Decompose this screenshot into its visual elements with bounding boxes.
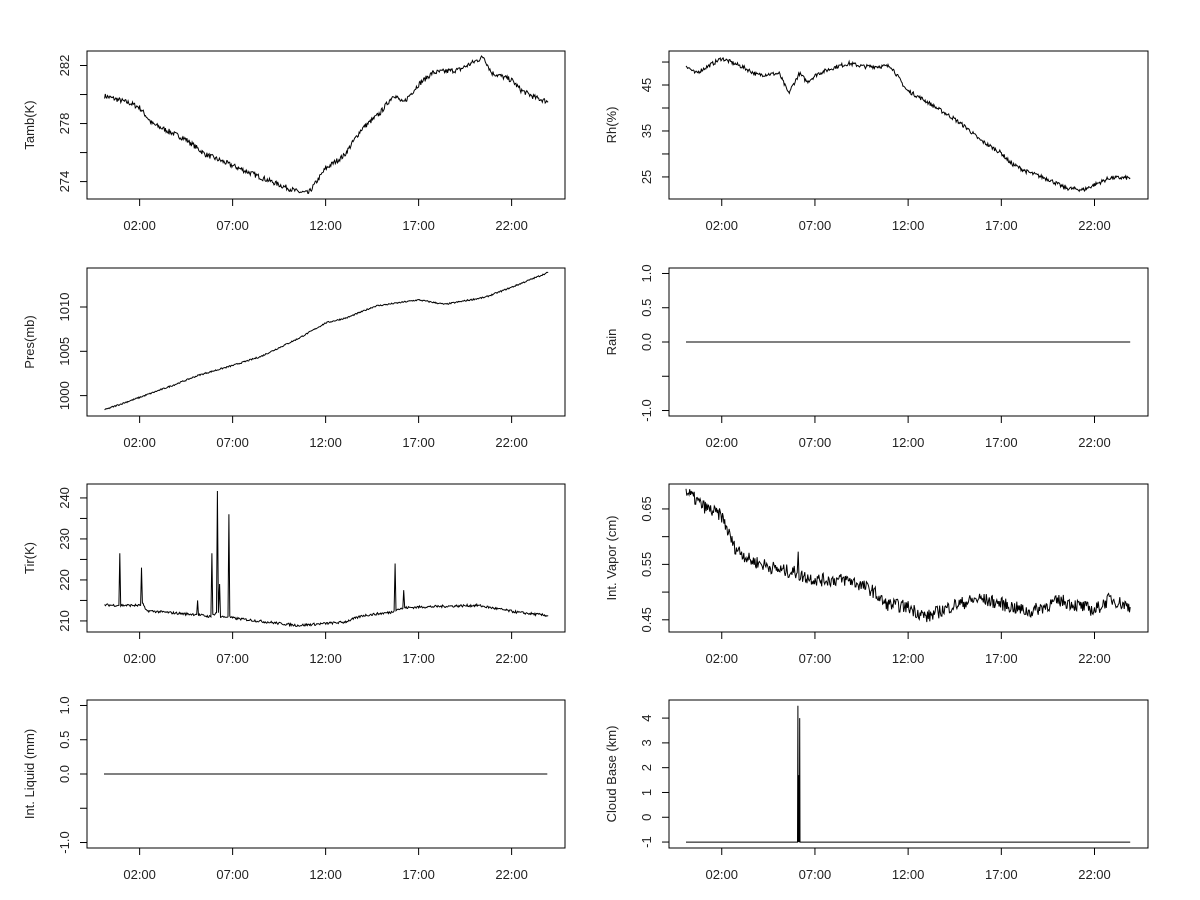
panel-rh: 02:00 07:00 12:00 17:00 22:00 25 35 45 Rh(%) — [604, 50, 1149, 233]
y-axis-label: Int. Liquid (mm) — [22, 729, 37, 819]
y-axis-label: Pres(mb) — [22, 315, 37, 368]
y-axis-label: Cloud Base (km) — [604, 726, 619, 823]
y-tick-label: 1 — [639, 789, 654, 796]
x-tick-label: 02:00 — [123, 651, 156, 666]
y-tick-label: 4 — [639, 714, 654, 721]
x-tick-label: 07:00 — [216, 435, 249, 450]
x-tick-label: 02:00 — [705, 867, 738, 882]
panel-rain: 02:00 07:00 12:00 17:00 22:00 -1.0 0.0 0.5 1.0 Ra… — [604, 264, 1149, 450]
x-tick-label: 02:00 — [705, 218, 738, 233]
plot-frame — [86, 267, 566, 417]
x-tick-label: 22:00 — [1078, 651, 1111, 666]
x-tick-label: 07:00 — [799, 867, 832, 882]
x-tick-label: 07:00 — [799, 218, 832, 233]
x-tick-label: 12:00 — [892, 218, 925, 233]
y-axis-label: Tamb(K) — [22, 100, 37, 149]
x-tick-label: 22:00 — [495, 435, 528, 450]
y-axis-label: Rain — [604, 329, 619, 356]
x-tick-label: 12:00 — [892, 867, 925, 882]
y-tick-label: 1005 — [57, 337, 72, 366]
panel-int-liquid-mm: 02:00 07:00 12:00 17:00 22:00 -1.0 0.0 0.5 1.0 In… — [22, 696, 566, 882]
x-tick-label: 02:00 — [123, 867, 156, 882]
y-tick-label: 0.0 — [639, 333, 654, 351]
x-tick-label: 07:00 — [216, 651, 249, 666]
x-tick-label: 17:00 — [985, 651, 1018, 666]
x-tick-label: 22:00 — [1078, 867, 1111, 882]
x-tick-label: 07:00 — [216, 218, 249, 233]
y-tick-label: 0.65 — [639, 496, 654, 521]
y-tick-label: 1000 — [57, 381, 72, 410]
x-tick-label: 17:00 — [985, 218, 1018, 233]
y-tick-label: 274 — [57, 171, 72, 193]
x-tick-label: 22:00 — [495, 218, 528, 233]
series-line — [685, 56, 1131, 193]
y-tick-label: 0.0 — [57, 765, 72, 783]
x-tick-label: 22:00 — [495, 651, 528, 666]
y-tick-label: 1.0 — [639, 264, 654, 282]
x-tick-label: 17:00 — [985, 867, 1018, 882]
y-tick-label: 25 — [639, 170, 654, 184]
x-tick-label: 12:00 — [309, 435, 342, 450]
y-tick-label: 0.45 — [639, 607, 654, 632]
x-tick-label: 17:00 — [402, 435, 435, 450]
series-line — [104, 271, 549, 411]
y-tick-label: 0 — [639, 814, 654, 821]
panel-int-vapor-cm: 02:00 07:00 12:00 17:00 22:00 0.45 0.55 0.65 Int… — [604, 483, 1149, 666]
y-tick-label: 278 — [57, 113, 72, 135]
x-tick-label: 07:00 — [216, 867, 249, 882]
y-axis-label: Tir(K) — [22, 542, 37, 574]
panel-tamb-k: 02:00 07:00 12:00 17:00 22:00 274 278 282 Tamb(K… — [22, 50, 566, 233]
y-tick-label: 230 — [57, 528, 72, 550]
x-tick-label: 07:00 — [799, 435, 832, 450]
panel-tir-k: 02:00 07:00 12:00 17:00 22:00 210 220 230 240 Tir… — [22, 483, 566, 666]
y-tick-label: -1 — [639, 836, 654, 848]
x-tick-label: 22:00 — [1078, 218, 1111, 233]
x-tick-label: 22:00 — [495, 867, 528, 882]
series-line — [686, 705, 1131, 843]
x-tick-label: 17:00 — [985, 435, 1018, 450]
x-tick-label: 12:00 — [892, 651, 925, 666]
x-tick-label: 17:00 — [402, 867, 435, 882]
series-line — [104, 490, 549, 628]
series-line — [685, 488, 1131, 623]
y-tick-label: 1010 — [57, 293, 72, 322]
x-tick-label: 02:00 — [123, 435, 156, 450]
y-tick-label: -1.0 — [57, 831, 72, 853]
x-tick-label: 17:00 — [402, 651, 435, 666]
y-tick-label: 45 — [639, 78, 654, 92]
x-tick-label: 12:00 — [309, 651, 342, 666]
y-tick-label: 240 — [57, 487, 72, 509]
x-tick-label: 02:00 — [705, 651, 738, 666]
x-tick-label: 12:00 — [892, 435, 925, 450]
y-tick-label: 282 — [57, 55, 72, 77]
y-tick-label: 0.5 — [639, 299, 654, 317]
panel-pres-mb: 02:00 07:00 12:00 17:00 22:00 1000 1005 1010 Pre… — [22, 267, 566, 450]
y-tick-label: 1.0 — [57, 696, 72, 714]
plot-frame — [86, 483, 566, 633]
y-tick-label: 0.5 — [57, 731, 72, 749]
plot-frame — [668, 699, 1149, 849]
y-tick-label: 0.55 — [639, 552, 654, 577]
x-tick-label: 12:00 — [309, 867, 342, 882]
y-axis-label: Int. Vapor (cm) — [604, 515, 619, 600]
y-tick-label: 3 — [639, 739, 654, 746]
series-line — [104, 55, 549, 194]
y-tick-label: -1.0 — [639, 399, 654, 421]
y-axis-label: Rh(%) — [604, 107, 619, 144]
y-tick-label: 210 — [57, 610, 72, 632]
x-tick-label: 17:00 — [402, 218, 435, 233]
y-tick-label: 2 — [639, 764, 654, 771]
x-tick-label: 22:00 — [1078, 435, 1111, 450]
plot-frame — [668, 50, 1149, 200]
y-tick-label: 220 — [57, 569, 72, 591]
x-tick-label: 07:00 — [799, 651, 832, 666]
y-tick-label: 35 — [639, 124, 654, 138]
x-tick-label: 12:00 — [309, 218, 342, 233]
panel-cloud-base-km: 02:00 07:00 12:00 17:00 22:00 -1 0 1 2 3 4 Cloud Ba… — [604, 699, 1149, 882]
x-tick-label: 02:00 — [123, 218, 156, 233]
x-tick-label: 02:00 — [705, 435, 738, 450]
